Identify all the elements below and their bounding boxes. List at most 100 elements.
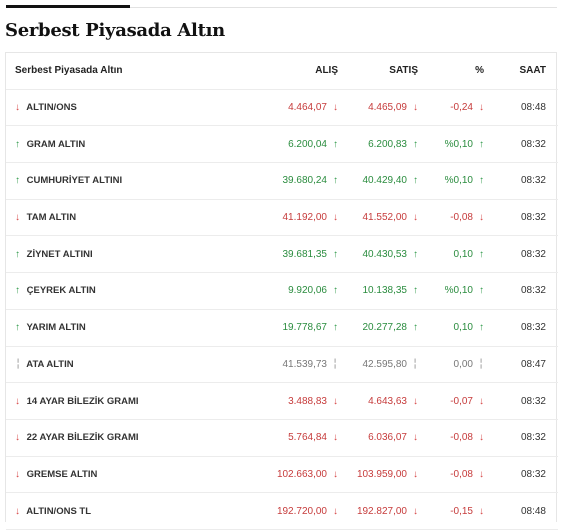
table-row[interactable]: ↑ ZİYNET ALTINI 39.681,35 ↑ 40.430,53 ↑ 0,10 ↑… [6, 235, 558, 274]
arrow-up-icon: ↑ [333, 138, 338, 150]
arrow-up-icon: ↑ [479, 322, 484, 334]
row-time: 08:48 [490, 89, 558, 127]
row-name-cell: ↑ ÇEYREK ALTIN [6, 272, 256, 310]
table-row[interactable]: ↑ GRAM ALTIN 6.200,04 ↑ 6.200,83 ↑ %0,10 ↑ 08:3… [6, 125, 558, 164]
row-buy-cell: 102.663,00 ↓ [256, 456, 344, 494]
arrow-down-icon: ↓ [413, 395, 418, 407]
row-name-cell: ↓ GREMSE ALTIN [6, 456, 256, 494]
row-name: GREMSE ALTIN [26, 468, 98, 480]
row-time: 08:32 [490, 382, 558, 420]
row-name: ALTIN/ONS [26, 102, 77, 114]
row-pct-cell: 0,00 ╎ [424, 346, 490, 384]
arrow-down-icon: ↓ [479, 212, 484, 224]
table-row[interactable]: ↑ ÇEYREK ALTIN 9.920,06 ↑ 10.138,35 ↑ %0,10 ↑ 0… [6, 272, 558, 310]
row-name: 14 AYAR BİLEZİK GRAMI [26, 395, 139, 407]
arrow-down-icon: ↓ [479, 505, 484, 517]
arrow-up-icon: ↑ [479, 175, 484, 187]
arrow-up-icon: ↑ [15, 322, 20, 334]
row-sell-cell: 10.138,35 ↑ [344, 272, 424, 310]
arrow-down-icon: ↓ [333, 468, 338, 480]
arrow-down-icon: ↓ [333, 505, 338, 517]
dash-icon: ╎ [15, 358, 22, 370]
row-name-cell: ↓ ALTIN/ONS TL [6, 492, 256, 530]
row-name-cell: ↓ 22 AYAR BİLEZİK GRAMI [6, 419, 256, 457]
row-pct-cell: -0,08 ↓ [424, 419, 490, 457]
row-buy-cell: 19.778,67 ↑ [256, 309, 344, 347]
row-time: 08:32 [490, 162, 558, 200]
table-row[interactable]: ↓ ALTIN/ONS TL 192.720,00 ↓ 192.827,00 ↓ -0,1… [6, 492, 558, 530]
row-name: CUMHURİYET ALTINI [26, 175, 123, 187]
section-divider [6, 5, 557, 8]
table-row[interactable]: ╎ ATA ALTIN 41.539,73 ╎ 42.595,80 ╎ 0,00 ╎ 08:4… [6, 346, 558, 384]
row-sell: 20.277,28 [362, 322, 408, 334]
arrow-up-icon: ↑ [333, 322, 338, 334]
row-name-cell: ↑ YARIM ALTIN [6, 309, 256, 347]
arrow-down-icon: ↓ [413, 102, 418, 114]
row-buy: 41.539,73 [282, 358, 328, 370]
arrow-down-icon: ↓ [15, 505, 20, 517]
table-row[interactable]: ↑ YARIM ALTIN 19.778,67 ↑ 20.277,28 ↑ 0,10 ↑ 08… [6, 309, 558, 347]
row-sell-cell: 6.036,07 ↓ [344, 419, 424, 457]
row-sell-cell: 192.827,00 ↓ [344, 492, 424, 530]
row-sell-cell: 4.643,63 ↓ [344, 382, 424, 420]
row-pct-cell: 0,10 ↑ [424, 309, 490, 347]
row-sell: 192.827,00 [356, 505, 407, 517]
arrow-down-icon: ↓ [333, 102, 338, 114]
row-sell: 42.595,80 [362, 358, 408, 370]
dash-icon: ╎ [477, 358, 484, 370]
row-sell: 41.552,00 [362, 212, 408, 224]
row-name: ZİYNET ALTINI [26, 248, 93, 260]
arrow-up-icon: ↑ [333, 248, 338, 260]
row-pct: -0,08 [450, 468, 473, 480]
row-pct: -0,15 [450, 505, 473, 517]
row-name-cell: ↑ GRAM ALTIN [6, 125, 256, 164]
row-sell: 10.138,35 [362, 285, 408, 297]
arrow-up-icon: ↑ [333, 285, 338, 297]
arrow-down-icon: ↓ [413, 212, 418, 224]
arrow-up-icon: ↑ [413, 285, 418, 297]
arrow-up-icon: ↑ [413, 322, 418, 334]
row-pct-cell: -0,07 ↓ [424, 382, 490, 420]
row-buy-cell: 5.764,84 ↓ [256, 419, 344, 457]
table-row[interactable]: ↓ ALTIN/ONS 4.464,07 ↓ 4.465,09 ↓ -0,24 ↓ 08:48 [6, 89, 558, 127]
row-sell-cell: 103.959,00 ↓ [344, 456, 424, 494]
row-name: ÇEYREK ALTIN [26, 285, 96, 297]
row-buy-cell: 39.681,35 ↑ [256, 235, 344, 274]
row-buy: 39.680,24 [282, 175, 328, 187]
row-buy: 3.488,83 [288, 395, 327, 407]
row-time: 08:32 [490, 199, 558, 237]
row-sell: 4.465,09 [368, 102, 407, 114]
row-pct: 0,10 [453, 322, 473, 334]
row-pct: -0,07 [450, 395, 473, 407]
row-pct-cell: -0,08 ↓ [424, 456, 490, 494]
row-name: 22 AYAR BİLEZİK GRAMI [26, 432, 139, 444]
arrow-up-icon: ↑ [333, 175, 338, 187]
arrow-down-icon: ↓ [333, 395, 338, 407]
table-row[interactable]: ↓ GREMSE ALTIN 102.663,00 ↓ 103.959,00 ↓ -0,0… [6, 456, 558, 494]
arrow-down-icon: ↓ [15, 102, 20, 114]
arrow-up-icon: ↑ [15, 248, 20, 260]
arrow-down-icon: ↓ [413, 505, 418, 517]
row-pct-cell: -0,08 ↓ [424, 199, 490, 237]
table-header-row: Serbest Piyasada Altın ALIŞ SATIŞ % SAAT [6, 53, 558, 90]
header-sell: SATIŞ [344, 53, 424, 90]
row-name-cell: ↑ CUMHURİYET ALTINI [6, 162, 256, 200]
arrow-down-icon: ↓ [479, 432, 484, 444]
table-row[interactable]: ↓ TAM ALTIN 41.192,00 ↓ 41.552,00 ↓ -0,08 ↓ 08:… [6, 199, 558, 237]
row-buy: 39.681,35 [282, 248, 328, 260]
row-pct-cell: -0,15 ↓ [424, 492, 490, 530]
row-name: GRAM ALTIN [26, 138, 86, 150]
table-row[interactable]: ↓ 22 AYAR BİLEZİK GRAMI 5.764,84 ↓ 6.036,07… [6, 419, 558, 457]
row-name-cell: ↓ 14 AYAR BİLEZİK GRAMI [6, 382, 256, 420]
row-pct: -0,24 [450, 102, 473, 114]
row-buy-cell: 4.464,07 ↓ [256, 89, 344, 127]
row-name: ATA ALTIN [26, 358, 74, 370]
row-buy-cell: 9.920,06 ↑ [256, 272, 344, 310]
row-pct: 0,00 [453, 358, 473, 370]
table-row[interactable]: ↑ CUMHURİYET ALTINI 39.680,24 ↑ 40.429,40 ↑%… [6, 162, 558, 200]
table-row[interactable]: ↓ 14 AYAR BİLEZİK GRAMI 3.488,83 ↓ 4.643,63… [6, 382, 558, 420]
row-sell-cell: 41.552,00 ↓ [344, 199, 424, 237]
row-sell-cell: 20.277,28 ↑ [344, 309, 424, 347]
row-buy-cell: 3.488,83 ↓ [256, 382, 344, 420]
arrow-down-icon: ↓ [15, 212, 20, 224]
